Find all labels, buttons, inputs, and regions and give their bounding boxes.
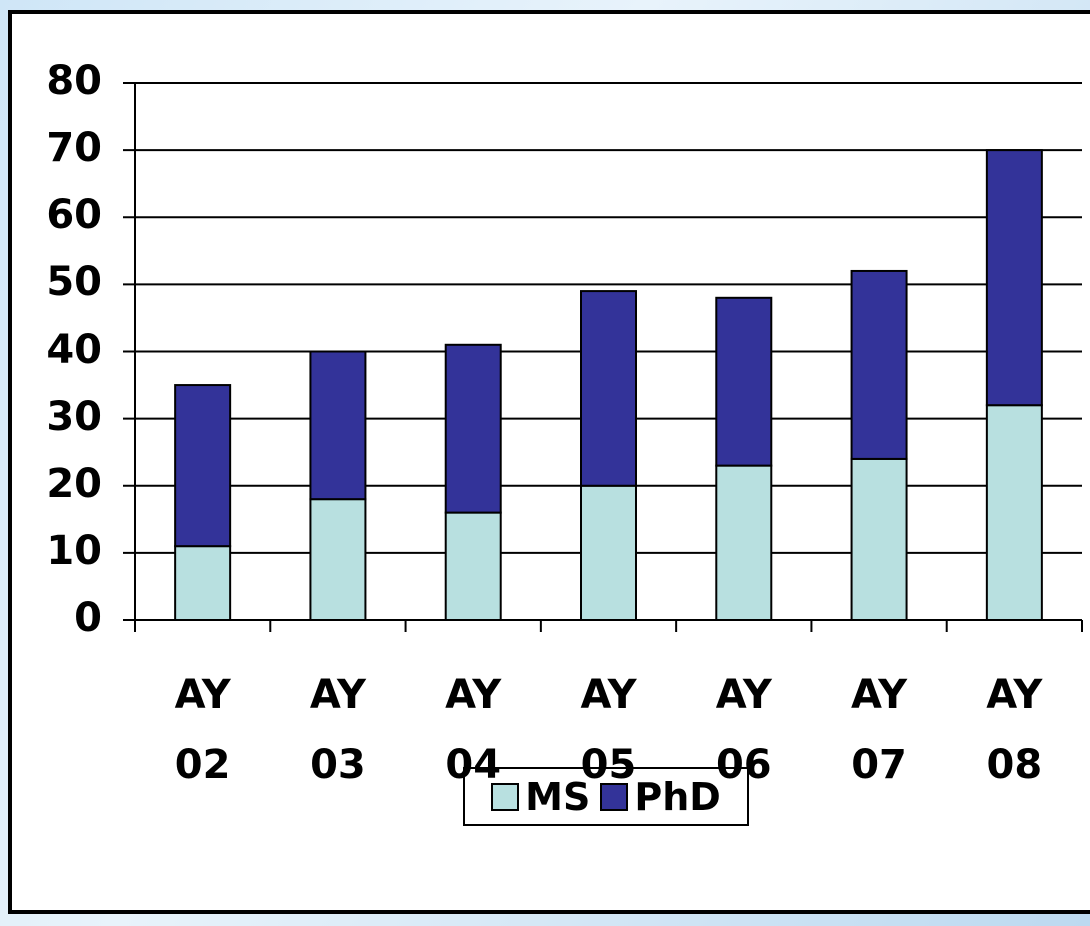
legend-label: MS xyxy=(525,774,591,819)
y-tick-label: 20 xyxy=(46,460,102,507)
bar-segment xyxy=(174,545,232,621)
bar-segment xyxy=(444,343,502,514)
y-tick-label: 0 xyxy=(74,595,102,641)
bar-segment xyxy=(580,290,637,487)
legend-item: MS xyxy=(491,775,590,819)
y-tick-label: 60 xyxy=(46,192,102,239)
bar-segment xyxy=(715,296,773,467)
x-tick-label: AY 05 xyxy=(580,672,637,788)
x-tick-label: AY 03 xyxy=(309,672,366,788)
bar-segment xyxy=(985,404,1043,622)
x-tick-label: AY 06 xyxy=(715,672,772,788)
bar-segment xyxy=(850,457,908,621)
bar-segment xyxy=(309,350,367,501)
bar-segment xyxy=(715,464,773,621)
y-tick-label: 50 xyxy=(46,259,102,306)
bar-segment xyxy=(850,269,908,460)
x-tick-label: AY 07 xyxy=(851,672,908,788)
y-tick-label: 40 xyxy=(46,326,102,373)
legend-item: PhD xyxy=(600,774,721,819)
x-tick-label: AY 04 xyxy=(445,672,502,788)
legend-label: PhD xyxy=(634,774,721,819)
bar-segment xyxy=(985,149,1043,407)
bar-segment xyxy=(309,498,367,621)
legend: MS PhD xyxy=(463,767,749,826)
y-tick-label: 80 xyxy=(46,58,102,104)
legend-swatch xyxy=(491,782,520,811)
y-tick-label: 70 xyxy=(46,125,102,172)
y-tick-label: 30 xyxy=(46,393,102,440)
bar-segment xyxy=(444,511,502,621)
legend-swatch xyxy=(600,782,629,811)
bar-segment xyxy=(174,384,232,548)
y-tick-label: 10 xyxy=(46,527,102,574)
bar-segment xyxy=(580,484,637,621)
x-tick-label: AY 02 xyxy=(174,672,231,788)
x-tick-label: AY 08 xyxy=(986,672,1043,788)
